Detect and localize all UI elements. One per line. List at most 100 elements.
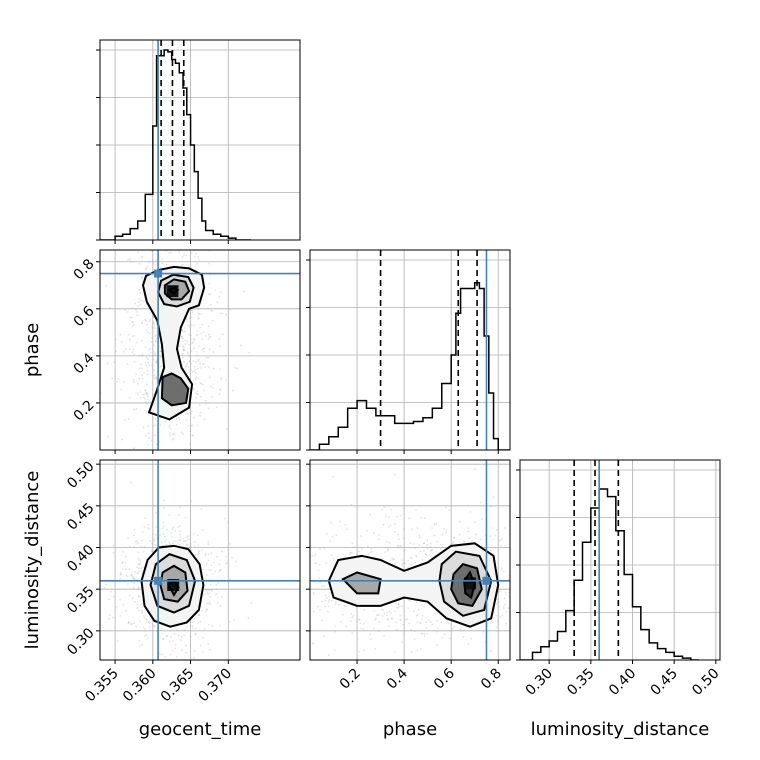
sample-point (150, 340, 153, 343)
sample-point (146, 323, 148, 326)
sample-point (130, 622, 133, 625)
sample-point (150, 550, 153, 553)
sample-point (169, 532, 172, 535)
sample-point (503, 597, 506, 600)
sample-point (344, 605, 347, 608)
sample-point (497, 605, 500, 608)
sample-point (136, 341, 138, 344)
sample-point (152, 358, 155, 361)
sample-point (545, 607, 547, 609)
sample-point (144, 346, 147, 348)
sample-point (433, 612, 436, 615)
sample-point (139, 397, 142, 399)
sample-point (182, 352, 185, 355)
sample-point (202, 594, 205, 597)
sample-point (471, 540, 474, 542)
sample-point (318, 576, 321, 579)
sample-point (145, 383, 148, 386)
sample-point (330, 521, 332, 524)
sample-point (145, 618, 148, 621)
sample-point (145, 695, 147, 697)
sample-point (418, 544, 421, 546)
sample-point (306, 566, 308, 568)
panel-frame (519, 459, 721, 661)
sample-point (293, 586, 295, 588)
ylabel-phase: phase (22, 323, 43, 377)
sample-point (566, 588, 568, 590)
sample-point (318, 563, 321, 566)
sample-point (190, 546, 192, 549)
sample-point (189, 538, 192, 541)
sample-point (183, 634, 185, 637)
sample-point (145, 634, 147, 637)
sample-point (232, 389, 234, 392)
sample-point (106, 362, 109, 365)
sample-point (199, 366, 202, 369)
sample-point (138, 639, 141, 642)
sample-point (535, 585, 537, 587)
sample-point (150, 364, 153, 367)
sample-point (515, 550, 517, 552)
sample-point (154, 352, 157, 354)
sample-point (151, 550, 154, 553)
sample-point (403, 632, 405, 635)
sample-point (329, 591, 331, 594)
sample-point (133, 381, 136, 383)
sample-point (208, 568, 211, 571)
sample-point (458, 533, 461, 536)
sample-point (178, 539, 181, 542)
sample-point (190, 424, 193, 427)
sample-point (348, 553, 351, 556)
sample-point (369, 638, 372, 641)
sample-point (207, 338, 210, 341)
sample-point (497, 601, 500, 604)
sample-point (411, 556, 413, 559)
sample-point (179, 639, 182, 641)
sample-point (199, 382, 202, 384)
sample-point (188, 343, 190, 346)
sample-point (508, 591, 510, 594)
sample-point (137, 304, 140, 307)
sample-point (197, 554, 199, 556)
sample-point (202, 347, 204, 350)
sample-point (119, 573, 122, 576)
sample-point (132, 334, 135, 337)
sample-point (206, 245, 208, 247)
sample-point (193, 656, 196, 659)
sample-point (423, 634, 426, 637)
sample-point (195, 354, 198, 357)
sample-point (185, 363, 187, 366)
sample-point (358, 650, 360, 653)
sample-point (426, 539, 429, 541)
sample-point (425, 621, 428, 624)
sample-point (382, 523, 385, 526)
sample-point (395, 515, 398, 518)
sample-point (187, 425, 190, 427)
sample-point (186, 412, 189, 415)
sample-point (206, 592, 209, 594)
sample-point (147, 444, 149, 446)
sample-point (350, 613, 353, 615)
sample-point (192, 221, 194, 223)
sample-point (319, 547, 321, 550)
sample-point (479, 501, 482, 504)
sample-point (183, 247, 185, 249)
sample-point (420, 618, 423, 621)
sample-point (146, 618, 148, 621)
sample-point (194, 377, 197, 380)
sample-point (207, 407, 210, 410)
sample-point (189, 542, 192, 545)
sample-point (302, 593, 304, 595)
sample-point (196, 351, 199, 353)
sample-point (141, 539, 144, 542)
sample-point (128, 396, 131, 399)
contour-line (327, 542, 500, 628)
sample-point (165, 420, 168, 423)
sample-point (161, 544, 164, 547)
sample-point (452, 542, 454, 545)
sample-point (129, 258, 131, 260)
sample-point (495, 615, 498, 617)
sample-point (400, 544, 402, 547)
sample-point (184, 330, 186, 333)
sample-point (187, 535, 190, 538)
